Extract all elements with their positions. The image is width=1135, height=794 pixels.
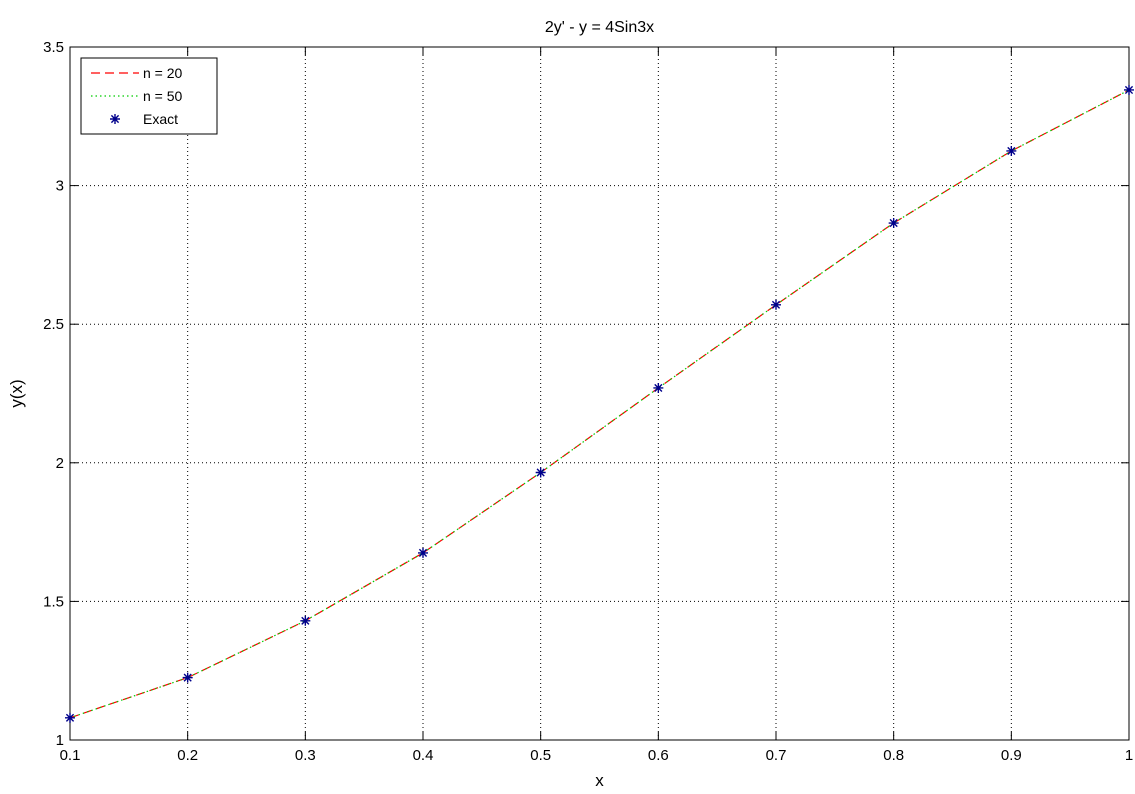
data-point-exact — [182, 672, 193, 683]
data-point-exact — [300, 615, 311, 626]
legend-label-n-20: n = 20 — [143, 65, 183, 81]
data-point-exact — [771, 299, 781, 310]
chart-title: 2y' - y = 4Sin3x — [545, 19, 654, 36]
data-point-exact — [65, 712, 75, 723]
x-tick-label: 0.9 — [1001, 747, 1022, 764]
x-tick-label: 0.7 — [766, 747, 787, 764]
x-tick-label: 0.4 — [413, 747, 434, 764]
y-tick-label: 1.5 — [43, 593, 64, 610]
y-tick-label: 1 — [56, 732, 64, 749]
x-tick-label: 0.5 — [530, 747, 551, 764]
plot-area-frame — [69, 46, 1130, 741]
data-point-exact — [418, 547, 428, 558]
data-point-exact — [1006, 145, 1017, 156]
legend-box — [80, 57, 218, 135]
data-point-exact — [1124, 84, 1134, 95]
legend-label-exact: Exact — [143, 111, 178, 127]
series-layer — [65, 84, 1134, 723]
x-tick-label: 0.6 — [648, 747, 669, 764]
y-tick-label: 2 — [56, 455, 64, 472]
x-tick-label: 0.2 — [177, 747, 198, 764]
y-axis-label: y(x) — [7, 379, 26, 407]
axis-ticks: 0.1 0.2 0.3 0.4 0.5 0.6 0.7 0.8 0.9 1 1 1.5 2 2.5 3 3.5 — [43, 39, 1133, 764]
data-point-exact — [888, 218, 899, 229]
x-tick-label: 0.8 — [883, 747, 904, 764]
legend: n = 20 n = 50 Exact — [80, 57, 218, 135]
y-tick-label: 3.5 — [43, 39, 64, 56]
y-tick-label: 2.5 — [43, 316, 64, 333]
x-axis-label: x — [595, 771, 604, 790]
legend-label-n-50: n = 50 — [143, 88, 183, 104]
data-point-exact — [535, 467, 546, 478]
legend-swatch-exact — [110, 114, 120, 124]
x-tick-label: 0.1 — [60, 747, 81, 764]
data-point-exact — [653, 382, 664, 393]
grid — [70, 47, 1129, 740]
y-tick-label: 3 — [56, 178, 64, 195]
x-tick-label: 0.3 — [295, 747, 316, 764]
series-line-n-50 — [69, 89, 1130, 719]
x-tick-label: 1 — [1125, 747, 1133, 764]
